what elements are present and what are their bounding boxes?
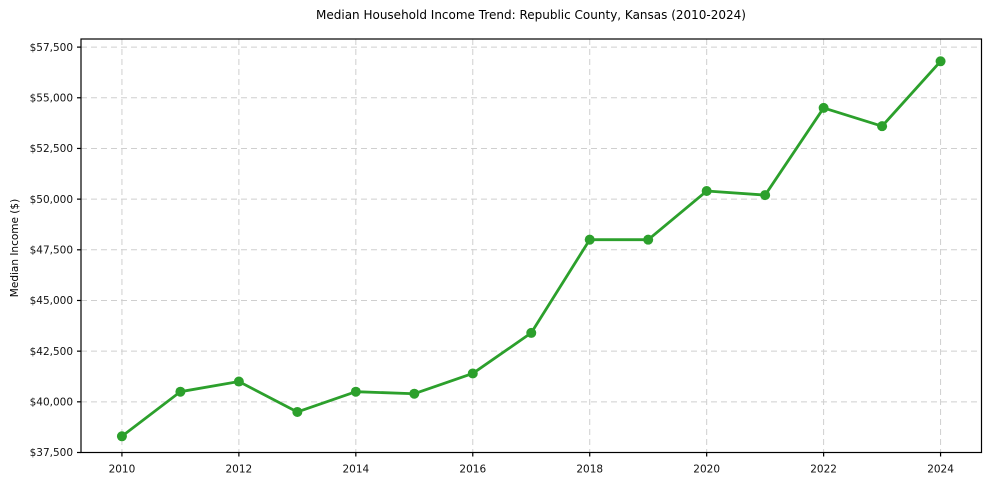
x-axis-tick-label: 2020 bbox=[693, 464, 720, 476]
y-axis-tick-label: $55,000 bbox=[30, 92, 73, 104]
data-point-2016 bbox=[467, 368, 478, 379]
data-point-2013 bbox=[292, 406, 303, 417]
x-axis-tick-label: 2014 bbox=[342, 464, 369, 476]
chart-title: Median Household Income Trend: Republic … bbox=[316, 8, 746, 22]
y-axis-tick-label: $37,500 bbox=[30, 447, 73, 459]
data-point-2011 bbox=[175, 386, 186, 397]
data-point-2019 bbox=[643, 234, 654, 245]
data-point-2018 bbox=[584, 234, 595, 245]
y-axis-tick-label: $47,500 bbox=[30, 245, 73, 257]
trend-line bbox=[120, 59, 942, 438]
x-axis-tick-label: 2012 bbox=[226, 464, 253, 476]
data-point-2017 bbox=[526, 327, 537, 338]
y-axis-tick-label: $50,000 bbox=[30, 194, 73, 206]
y-axis-tick-label: $42,500 bbox=[30, 346, 73, 358]
data-point-2015 bbox=[409, 388, 420, 399]
y-axis-tick-label: $57,500 bbox=[30, 42, 73, 54]
x-axis-tick-label: 2024 bbox=[927, 464, 954, 476]
data-point-2023 bbox=[877, 121, 888, 132]
x-axis-tick-label: 2010 bbox=[109, 464, 136, 476]
data-point-2022 bbox=[818, 102, 829, 113]
y-axis-tick-label: $40,000 bbox=[30, 397, 73, 409]
x-axis-tick-label: 2016 bbox=[459, 464, 486, 476]
plot-border bbox=[80, 38, 983, 454]
data-point-2014 bbox=[350, 386, 361, 397]
data-point-2010 bbox=[116, 431, 127, 442]
y-axis-tick-label: $52,500 bbox=[30, 143, 73, 155]
data-point-2020 bbox=[701, 186, 712, 197]
data-point-2021 bbox=[760, 190, 771, 201]
data-point-2012 bbox=[233, 376, 244, 387]
y-axis-tick-label: $45,000 bbox=[30, 295, 73, 307]
data-point-2024 bbox=[935, 56, 946, 67]
x-axis-tick-label: 2018 bbox=[576, 464, 603, 476]
x-axis-tick-label: 2022 bbox=[810, 464, 837, 476]
